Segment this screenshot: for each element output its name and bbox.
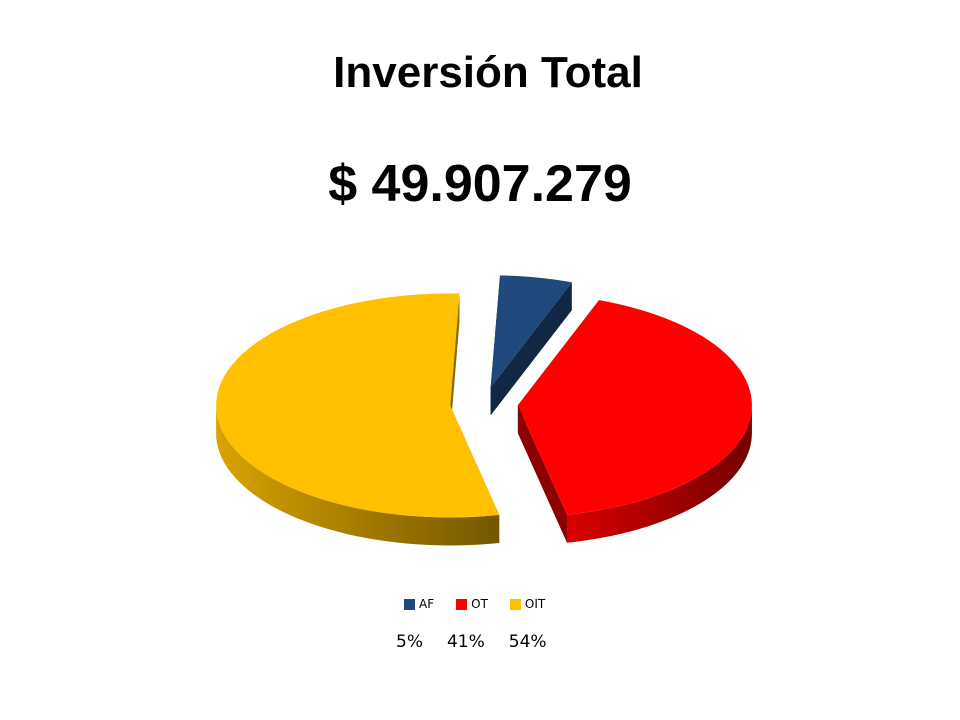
page-title: Inversión Total — [333, 48, 643, 97]
percent-label-af: 5% — [396, 632, 423, 652]
total-amount: $ 49.907.279 — [328, 155, 632, 213]
pie-slice-ot — [517, 300, 752, 543]
pie-slice-wall — [450, 293, 460, 434]
percent-label-oit: 54% — [508, 632, 547, 652]
legend-label-ot: OT — [471, 597, 488, 611]
pie-slice-top — [517, 300, 752, 515]
pie-slice-side — [566, 405, 752, 543]
pie-slice-top — [490, 275, 572, 388]
pie-slice-wall — [490, 282, 572, 416]
pie-slice-wall — [517, 405, 567, 543]
percentage-labels: 5% 41% 54% — [396, 632, 547, 652]
chart-legend: AF OT OIT — [404, 597, 567, 611]
pie-slice-af — [490, 275, 572, 416]
pie-slice-side — [216, 405, 500, 546]
legend-swatch-af — [404, 598, 415, 610]
legend-label-oit: OIT — [524, 597, 546, 611]
legend-item-ot: OT — [456, 597, 488, 611]
legend-swatch-oit — [509, 598, 521, 610]
legend-swatch-ot — [456, 598, 468, 610]
legend-item-af: AF — [404, 597, 434, 611]
percent-label-ot: 41% — [446, 632, 485, 652]
legend-item-oit: OIT — [509, 597, 546, 611]
pie-slice-oit — [216, 293, 500, 546]
pie-slice-top — [216, 293, 500, 518]
legend-label-af: AF — [419, 597, 435, 611]
